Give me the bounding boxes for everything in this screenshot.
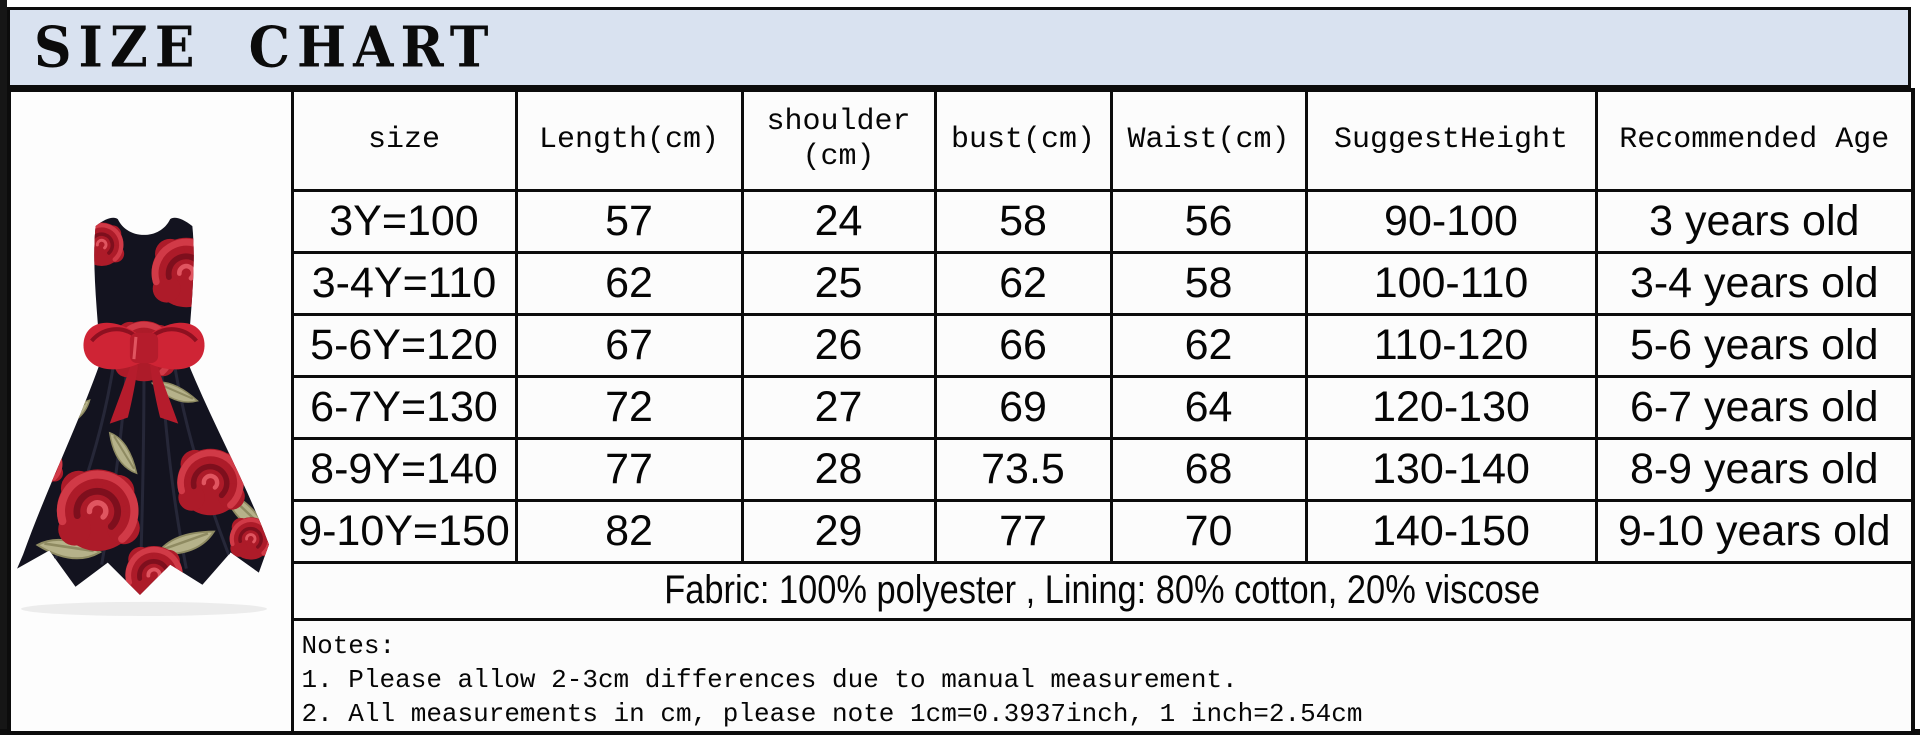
fabric-row: Fabric: 100% polyester , Lining: 80% cot… [9,560,1915,621]
cell-suggest-height: 90-100 [1304,188,1598,254]
cell-size: 5-6Y=120 [290,312,518,378]
cell-shoulder: 24 [740,188,937,254]
col-header-length: Length(cm) [514,88,744,192]
cell-bust: 73.5 [933,436,1113,502]
cell-length: 82 [514,498,744,564]
cell-suggest-height: 110-120 [1304,312,1598,378]
cell-shoulder: 25 [740,250,937,316]
cell-size: 3-4Y=110 [290,250,518,316]
cell-bust: 58 [933,188,1113,254]
cell-bust: 66 [933,312,1113,378]
col-header-recommended-age: Recommended Age [1594,88,1915,192]
col-header-bust: bust(cm) [933,88,1113,192]
size-chart-title: SIZE CHART [34,14,496,81]
cell-recommended-age: 6-7 years old [1594,374,1915,440]
cell-size: 6-7Y=130 [290,374,518,440]
size-row: 5-6Y=120 67 26 66 62 110-120 5-6 years o… [9,312,1915,378]
cell-waist: 62 [1109,312,1308,378]
cell-shoulder: 28 [740,436,937,502]
left-edge-strip [0,0,7,735]
rose-icon [20,443,63,485]
cell-shoulder: 26 [740,312,937,378]
cell-recommended-age: 5-6 years old [1594,312,1915,378]
cell-length: 62 [514,250,744,316]
cell-size: 9-10Y=150 [290,498,518,564]
cell-length: 72 [514,374,744,440]
notes-label: Notes: [301,630,396,661]
rose-icon [177,449,245,515]
cell-bust: 77 [933,498,1113,564]
size-row: 8-9Y=140 77 28 73.5 68 130-140 8-9 years… [9,436,1915,502]
cell-suggest-height: 140-150 [1304,498,1598,564]
cell-shoulder: 27 [740,374,937,440]
col-header-waist: Waist(cm) [1109,88,1308,192]
rose-icon [230,517,273,559]
header-row: size Length(cm) shoulder (cm) bust(cm) W… [7,88,1915,735]
fabric-note: Fabric: 100% polyester , Lining: 80% cot… [664,568,1541,612]
cell-suggest-height: 100-110 [1304,250,1598,316]
note-line: 2. All measurements in cm, please note 1… [301,699,1363,730]
cell-waist: 58 [1109,250,1308,316]
size-table: size Length(cm) shoulder (cm) bust(cm) W… [7,88,1915,735]
rose-icon [125,546,183,603]
size-row: 9-10Y=150 82 29 77 70 140-150 9-10 years… [9,498,1915,564]
rose-icon [57,469,140,551]
notes-cell: Notes: 1. Please allow 2-3cm differences… [290,617,1915,735]
cell-recommended-age: 9-10 years old [1594,498,1915,564]
size-row: 6-7Y=130 72 27 69 64 120-130 6-7 years o… [9,374,1915,440]
cell-waist: 56 [1109,188,1308,254]
cell-waist: 70 [1109,498,1308,564]
cell-shoulder: 29 [740,498,937,564]
cell-suggest-height: 130-140 [1304,436,1598,502]
col-header-size: size [290,88,518,192]
cell-length: 77 [514,436,744,502]
size-row: 3-4Y=110 62 25 62 58 100-110 3-4 years o… [9,250,1915,316]
notes-row: Notes: 1. Please allow 2-3cm differences… [9,617,1915,735]
rose-print-dress-image [17,217,273,616]
col-header-shoulder: shoulder (cm) [740,88,937,192]
bow-icon [83,322,205,424]
size-chart-banner: SIZE CHART [7,7,1911,88]
photo-shadow [21,601,267,616]
note-line: 1. Please allow 2-3cm differences due to… [301,664,1238,695]
cell-bust: 62 [933,250,1113,316]
cell-length: 57 [514,188,744,254]
cell-recommended-age: 3-4 years old [1594,250,1915,316]
cell-size: 8-9Y=140 [290,436,518,502]
rose-icon [80,222,124,266]
cell-bust: 69 [933,374,1113,440]
cell-recommended-age: 8-9 years old [1594,436,1915,502]
cell-recommended-age: 3 years old [1594,188,1915,254]
cell-size: 3Y=100 [290,188,518,254]
cell-suggest-height: 120-130 [1304,374,1598,440]
fabric-note-cell: Fabric: 100% polyester , Lining: 80% cot… [290,560,1915,621]
rose-icon [152,238,223,308]
cell-waist: 68 [1109,436,1308,502]
size-row: 3Y=100 57 24 58 56 90-100 3 years old [9,188,1915,254]
cell-length: 67 [514,312,744,378]
cell-waist: 64 [1109,374,1308,440]
col-header-suggest-height: SuggestHeight [1304,88,1598,192]
product-photo [13,210,275,618]
